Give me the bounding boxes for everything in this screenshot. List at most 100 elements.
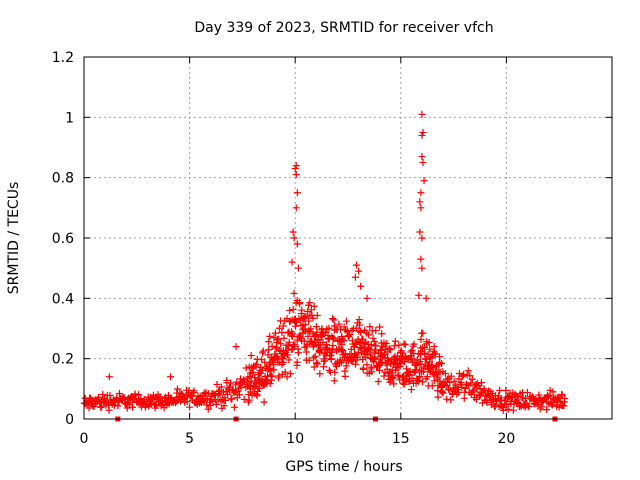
data-point xyxy=(283,347,291,355)
data-point xyxy=(246,373,254,381)
data-point xyxy=(497,396,505,404)
data-point xyxy=(292,162,300,170)
data-point xyxy=(316,370,324,378)
data-point xyxy=(398,349,406,357)
data-point xyxy=(268,342,276,350)
data-point xyxy=(203,395,211,403)
data-point xyxy=(167,373,175,381)
plot-frame xyxy=(83,56,613,420)
data-point xyxy=(281,368,289,376)
data-point xyxy=(441,370,449,378)
data-point xyxy=(293,189,301,197)
data-point xyxy=(266,332,274,340)
data-point xyxy=(395,341,403,349)
data-point xyxy=(279,322,287,330)
data-point xyxy=(266,364,274,372)
data-point xyxy=(284,351,292,359)
data-point xyxy=(305,356,313,364)
data-point xyxy=(153,401,161,409)
data-point xyxy=(342,317,350,325)
data-point xyxy=(259,347,267,355)
y-tick-label: 0.4 xyxy=(52,291,74,307)
data-point xyxy=(483,399,491,407)
data-point xyxy=(405,378,413,386)
data-point xyxy=(172,398,180,406)
data-point xyxy=(415,291,423,299)
data-point xyxy=(460,370,468,378)
data-point xyxy=(420,365,428,373)
data-point xyxy=(418,264,426,272)
data-point xyxy=(495,392,503,400)
data-point xyxy=(430,342,438,350)
data-point xyxy=(394,352,402,360)
data-point xyxy=(414,376,422,384)
data-point xyxy=(365,345,373,353)
data-point xyxy=(292,318,300,326)
x-tick-label: 0 xyxy=(80,431,89,447)
data-point xyxy=(345,332,353,340)
data-point xyxy=(480,385,488,393)
data-point xyxy=(419,128,427,136)
data-point xyxy=(146,400,154,408)
data-point xyxy=(399,373,407,381)
data-point xyxy=(499,406,507,414)
y-tick-label: 0.8 xyxy=(52,171,74,187)
data-point xyxy=(286,370,294,378)
data-point xyxy=(227,379,235,387)
data-point xyxy=(310,354,318,362)
data-point xyxy=(231,388,239,396)
data-point xyxy=(321,357,329,365)
data-point xyxy=(312,331,320,339)
data-point xyxy=(293,240,301,248)
data-point xyxy=(285,356,293,364)
data-point xyxy=(485,387,493,395)
data-point xyxy=(363,361,371,369)
data-point xyxy=(464,367,472,375)
data-point xyxy=(228,395,236,403)
data-point xyxy=(524,402,532,410)
data-point xyxy=(329,342,337,350)
data-point xyxy=(374,363,382,371)
data-point xyxy=(292,204,300,212)
data-point xyxy=(316,345,324,353)
data-point xyxy=(95,393,103,401)
grid xyxy=(84,57,612,419)
data-point xyxy=(240,395,248,403)
data-point xyxy=(382,340,390,348)
data-point xyxy=(265,338,273,346)
data-point xyxy=(421,349,429,357)
data-point xyxy=(410,340,418,348)
data-point xyxy=(420,177,428,185)
data-point xyxy=(390,380,398,388)
data-point xyxy=(496,387,504,395)
data-point xyxy=(85,404,93,412)
data-point xyxy=(256,384,264,392)
data-point xyxy=(450,377,458,385)
data-point xyxy=(261,358,269,366)
data-point xyxy=(369,334,377,342)
data-point xyxy=(354,348,362,356)
data-point xyxy=(260,398,268,406)
data-point xyxy=(293,361,301,369)
data-point xyxy=(417,255,425,263)
data-point xyxy=(502,387,510,395)
data-point xyxy=(311,332,319,340)
data-point xyxy=(310,302,318,310)
data-point xyxy=(340,323,348,331)
data-point xyxy=(558,391,566,399)
data-point xyxy=(467,379,475,387)
data-point xyxy=(322,341,330,349)
data-point xyxy=(266,380,274,388)
data-point xyxy=(296,300,304,308)
data-point xyxy=(313,312,321,320)
data-point xyxy=(417,351,425,359)
data-point xyxy=(351,360,359,368)
data-point xyxy=(365,331,373,339)
data-point xyxy=(300,337,308,345)
data-point xyxy=(408,354,416,362)
data-point xyxy=(221,396,229,404)
data-point xyxy=(401,341,409,349)
data-point xyxy=(417,204,425,212)
data-point xyxy=(418,153,426,161)
data-point xyxy=(307,325,315,333)
